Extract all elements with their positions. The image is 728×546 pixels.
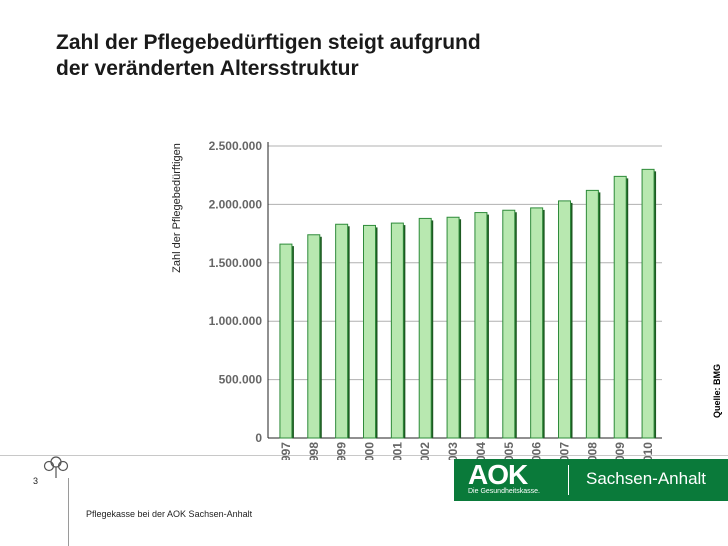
aok-logo-word: AOK [468, 459, 528, 490]
y-tick-label: 500.000 [219, 373, 263, 387]
title-line-1: Zahl der Pflegebedürftigen steigt aufgru… [56, 31, 481, 54]
x-tick-label: 2005 [502, 442, 516, 460]
aok-logo: AOK Die Gesundheitskasse. [462, 461, 558, 499]
x-tick-label: 1999 [335, 442, 349, 460]
aok-brand-band [454, 459, 728, 501]
bar [363, 224, 376, 439]
page-number: 3 [33, 476, 39, 486]
aok-logo-tagline: Die Gesundheitskasse. [468, 488, 540, 495]
y-tick-label: 2.000.000 [209, 197, 263, 211]
x-tick-label: 2002 [418, 442, 432, 460]
brand-separator [568, 465, 569, 495]
x-tick-label: 2000 [363, 442, 377, 460]
aok-tree-icon [43, 456, 69, 478]
bar [390, 222, 404, 439]
y-axis-title: Zahl der Pflegebedürftigen [171, 143, 183, 273]
bar [279, 243, 293, 439]
y-tick-label: 0 [255, 431, 262, 445]
bar [613, 175, 627, 439]
x-tick-label: 1997 [279, 442, 293, 460]
footer-divider [0, 455, 728, 456]
bar [558, 200, 571, 439]
bar [502, 209, 516, 439]
x-tick-label: 2004 [474, 442, 488, 460]
x-tick-label: 2008 [585, 442, 599, 460]
x-tick-label: 2001 [390, 442, 404, 460]
footer-text: Pflegekasse bei der AOK Sachsen-Anhalt [86, 509, 253, 519]
x-tick-label: 2009 [613, 442, 627, 460]
bar [530, 207, 544, 439]
bar [307, 234, 321, 439]
y-tick-label: 1.500.000 [209, 256, 263, 270]
bar [641, 168, 655, 439]
x-tick-label: 2010 [641, 442, 655, 460]
bar [474, 212, 488, 439]
x-tick-label: 1998 [307, 442, 321, 460]
bar [585, 189, 599, 439]
x-tick-label: 2003 [446, 442, 460, 460]
bar [418, 217, 432, 439]
y-tick-label: 2.500.000 [209, 139, 263, 153]
bar-chart: 0 500.000 1.000.000 1.500.000 2.000.000 2.500… [171, 139, 662, 460]
y-tick-label: 1.000.000 [209, 314, 263, 328]
footer-vertical-line [68, 478, 69, 546]
region-label: Sachsen-Anhalt [586, 469, 707, 488]
title-line-2: der veränderten Altersstruktur [56, 57, 359, 80]
x-tick-label: 2007 [558, 442, 572, 460]
x-tick-label: 2006 [530, 442, 544, 460]
slide-title: Zahl der Pflegebedürftigen steigt aufgru… [56, 30, 656, 82]
bar [335, 223, 349, 439]
bar [446, 216, 460, 439]
source-note: Quelle: BMG [712, 363, 722, 418]
